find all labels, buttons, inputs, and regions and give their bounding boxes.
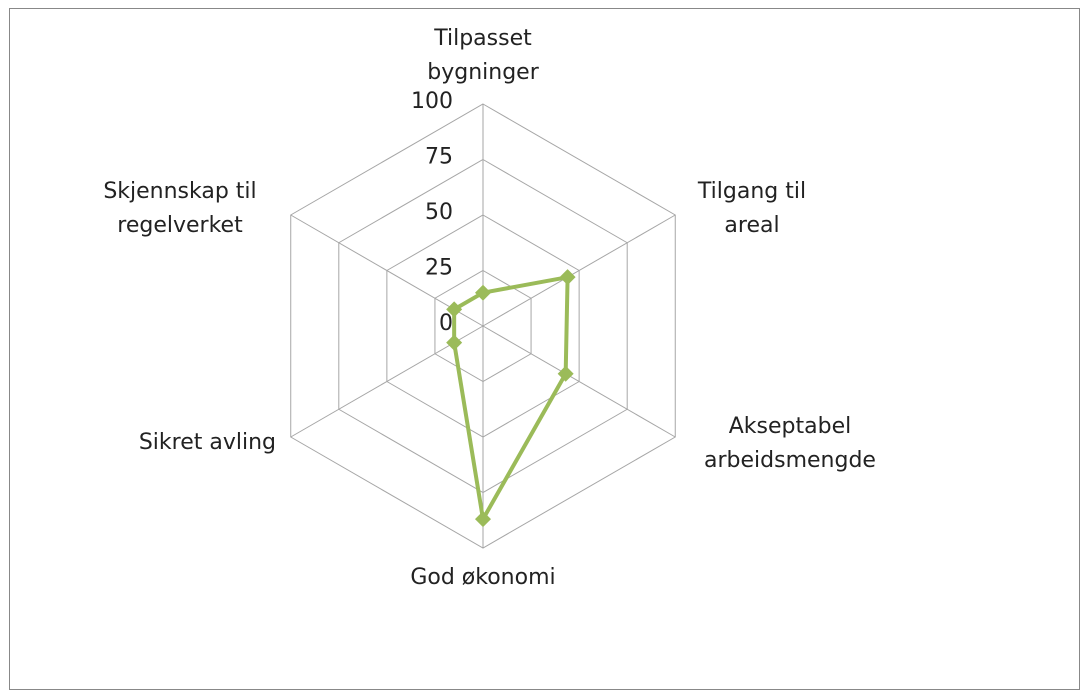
marker	[557, 365, 574, 382]
tick-label: 75	[425, 145, 453, 170]
tick-label: 25	[425, 256, 453, 281]
category-label: Skjennskap til regelverket	[103, 179, 257, 238]
category-label: God økonomi	[410, 565, 556, 590]
marker	[475, 284, 491, 301]
tick-label: 0	[439, 311, 453, 336]
tick-label: 50	[425, 200, 453, 225]
category-label: Tilpasset bygninger	[427, 26, 539, 85]
category-label: Sikret avling	[138, 430, 276, 455]
marker	[475, 511, 491, 528]
marker	[559, 269, 576, 286]
spoke	[482, 214, 676, 327]
marker	[446, 301, 463, 318]
marker	[446, 334, 463, 351]
spoke	[482, 325, 676, 438]
category-label: Tilgang til areal	[697, 179, 807, 238]
tick-label: 100	[411, 89, 453, 114]
category-label: Akseptabel arbeidsmengde	[704, 414, 876, 473]
chart-frame	[9, 8, 1080, 690]
series-line	[452, 275, 570, 522]
